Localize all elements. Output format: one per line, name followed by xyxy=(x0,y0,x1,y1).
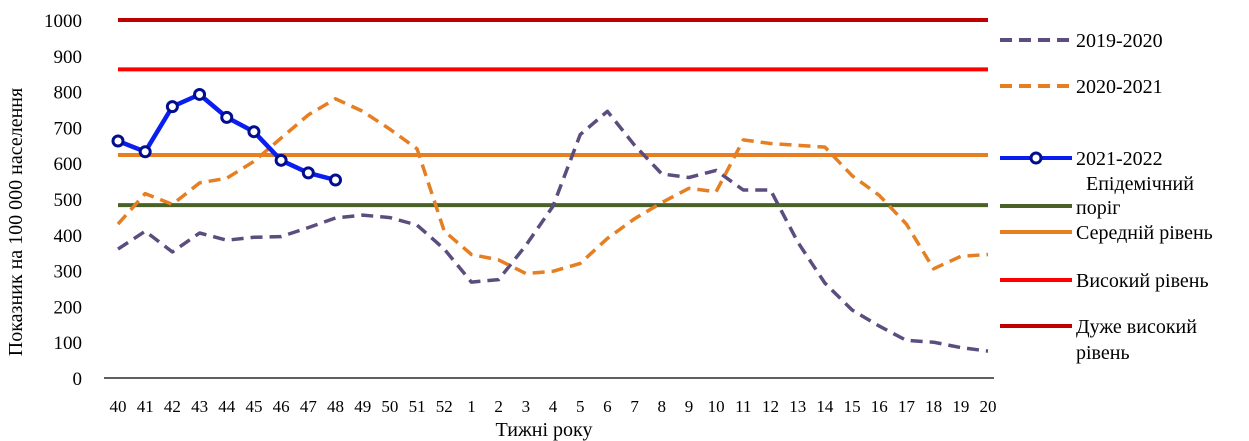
x-tick-label: 4 xyxy=(549,397,558,416)
x-tick-label: 49 xyxy=(354,397,371,416)
threshold-lines xyxy=(118,18,988,208)
data-point xyxy=(274,153,288,167)
x-tick-label: 18 xyxy=(925,397,942,416)
x-tick-label: 44 xyxy=(218,397,236,416)
x-tick-label: 2 xyxy=(494,397,503,416)
y-tick-label: 600 xyxy=(54,154,83,175)
series-lines xyxy=(111,87,989,353)
legend-label: Середній рівень xyxy=(1076,222,1213,244)
data-point xyxy=(329,173,342,187)
y-tick-label: 1000 xyxy=(44,11,82,32)
x-tick-label: 41 xyxy=(137,397,154,416)
x-tick-label: 52 xyxy=(436,397,453,416)
x-tick-label: 15 xyxy=(844,397,861,416)
x-tick-label: 42 xyxy=(164,397,181,416)
x-tick-label: 8 xyxy=(658,397,667,416)
x-tick-label: 40 xyxy=(110,397,127,416)
legend-item: Високий рівень xyxy=(1000,270,1209,292)
x-tick-label: 45 xyxy=(245,397,262,416)
x-tick-label: 16 xyxy=(871,397,888,416)
legend: 2019-2020 2020-2021 2021-2022 Епідемічний по… xyxy=(1000,30,1213,364)
x-tick-label: 13 xyxy=(789,397,806,416)
series-line xyxy=(116,97,989,276)
legend-label: Епідемічний поріг xyxy=(1076,173,1194,219)
x-tick-label: 17 xyxy=(898,397,916,416)
x-tick-label: 5 xyxy=(576,397,585,416)
x-tick-label: 12 xyxy=(762,397,779,416)
x-tick-label: 50 xyxy=(381,397,398,416)
y-tick-label: 300 xyxy=(54,262,83,283)
legend-marker xyxy=(1029,151,1043,165)
legend-item: 2020-2021 xyxy=(1000,76,1163,98)
data-point xyxy=(138,145,152,159)
x-tick-label: 51 xyxy=(409,397,426,416)
x-tick-label: 14 xyxy=(816,397,834,416)
x-tick-labels: 40 41 42 43 44 45 46 47 48 49 50 51 52 1 2 3 4 5 6 7 8 9 10 11 1… xyxy=(110,397,997,416)
legend-item: Епідемічний поріг xyxy=(1000,173,1194,219)
y-tick-label: 0 xyxy=(73,369,83,390)
legend-label: 2019-2020 xyxy=(1076,30,1163,52)
data-point xyxy=(111,134,125,148)
x-tick-label: 11 xyxy=(735,397,751,416)
y-tick-label: 400 xyxy=(54,226,83,247)
y-tick-label: 900 xyxy=(54,47,83,68)
x-tick-label: 47 xyxy=(300,397,318,416)
x-tick-label: 6 xyxy=(603,397,612,416)
legend-label: Високий рівень xyxy=(1076,270,1209,292)
x-tick-label: 19 xyxy=(952,397,969,416)
x-tick-label: 20 xyxy=(980,397,997,416)
data-point xyxy=(165,100,179,114)
legend-item: 2019-2020 xyxy=(1000,30,1163,52)
data-point xyxy=(220,110,234,124)
data-point xyxy=(301,166,315,180)
y-tick-label: 100 xyxy=(54,333,83,354)
legend-label: Дуже високий рівень xyxy=(1076,316,1197,364)
y-tick-labels: 0 100 200 300 400 500 600 700 800 900 1000 xyxy=(44,11,82,390)
y-tick-label: 200 xyxy=(54,297,83,318)
data-point xyxy=(247,125,261,139)
y-tick-label: 500 xyxy=(54,190,83,211)
data-point xyxy=(193,87,207,101)
x-tick-label: 9 xyxy=(685,397,694,416)
x-tick-label: 1 xyxy=(467,397,476,416)
y-tick-label: 700 xyxy=(54,118,83,139)
x-tick-label: 7 xyxy=(630,397,639,416)
x-axis-label: Тижні року xyxy=(496,419,593,441)
legend-item: Середній рівень xyxy=(1000,222,1213,244)
y-axis-label: Показник на 100 000 населення xyxy=(5,88,27,356)
series-line xyxy=(117,92,337,183)
legend-item: 2021-2022 xyxy=(1000,148,1163,170)
x-tick-label: 48 xyxy=(327,397,344,416)
x-tick-label: 3 xyxy=(522,397,531,416)
series-line xyxy=(117,109,989,353)
legend-item: Дуже високий рівень xyxy=(1000,316,1197,364)
legend-label: 2021-2022 xyxy=(1076,148,1163,170)
y-tick-label: 800 xyxy=(54,83,83,104)
x-tick-label: 10 xyxy=(708,397,725,416)
x-tick-label: 43 xyxy=(191,397,208,416)
x-tick-label: 46 xyxy=(273,397,290,416)
legend-label: 2020-2021 xyxy=(1076,76,1163,98)
